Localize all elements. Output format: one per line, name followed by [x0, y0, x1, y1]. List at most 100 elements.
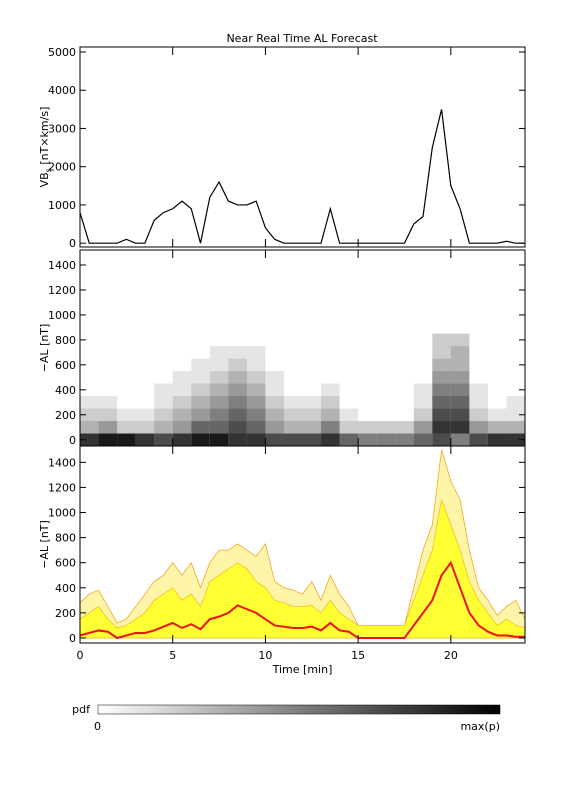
pdf-cell — [228, 371, 247, 384]
pdf-cell — [191, 396, 210, 409]
pdf-cell — [228, 433, 247, 446]
pdf-cell — [209, 433, 229, 446]
pdf-cell — [469, 334, 488, 346]
pdf-cell — [284, 371, 303, 383]
pdf-cell — [246, 358, 266, 372]
pdf-cell — [450, 421, 470, 434]
x-tick-label: 10 — [258, 649, 272, 662]
pdf-cell — [450, 396, 470, 409]
pdf-cell — [321, 408, 340, 422]
pdf-cell — [228, 358, 247, 372]
pdf-cell — [469, 371, 488, 383]
pdf-cell — [173, 359, 192, 371]
pdf-cell — [246, 346, 266, 359]
pdf-cell — [395, 396, 414, 408]
pdf-cell — [246, 383, 266, 397]
pdf-cell — [413, 433, 433, 446]
pdf-cell — [376, 421, 396, 434]
pdf-cell — [117, 359, 136, 371]
pdf-cell — [80, 433, 99, 446]
colorbar-max: max(p) — [460, 720, 500, 733]
pdf-cell — [377, 359, 396, 371]
pdf-cell — [432, 421, 451, 434]
pdf-cell — [488, 396, 507, 408]
pdf-cell — [321, 371, 340, 383]
pdf-cell — [154, 334, 173, 346]
pdf-cell — [284, 384, 303, 396]
pdf-cell — [283, 433, 303, 446]
pdf-cell — [265, 346, 284, 358]
pdf-cell — [265, 408, 284, 422]
y-tick-label: 800 — [55, 334, 76, 347]
y-tick-label: 200 — [55, 409, 76, 422]
y-tick-label: 1000 — [48, 309, 76, 322]
pdf-cell — [358, 384, 377, 396]
pdf-cell — [246, 433, 266, 446]
pdf-cell — [395, 421, 414, 434]
pdf-cell — [117, 346, 136, 358]
pdf-cell — [413, 383, 433, 397]
pdf-cell — [506, 346, 525, 358]
pdf-cell — [432, 408, 451, 422]
x-tick-label: 5 — [169, 649, 176, 662]
pdf-cell — [302, 408, 322, 422]
pdf-cell — [154, 408, 173, 422]
pdf-cell — [191, 383, 210, 397]
pdf-cell — [395, 371, 414, 383]
pdf-cell — [246, 396, 266, 409]
y-tick-label: 4000 — [48, 84, 76, 97]
pdf-cell — [99, 371, 118, 383]
pdf-cell — [450, 358, 470, 372]
pdf-cell — [154, 346, 173, 358]
pdf-cell — [191, 408, 210, 422]
pdf-cell — [117, 334, 136, 346]
pdf-cell — [302, 396, 322, 409]
y-tick-label: 1200 — [48, 481, 76, 494]
pdf-cell — [209, 421, 229, 434]
x-tick-label: 0 — [77, 649, 84, 662]
y-axis-label-main: VB — [38, 172, 51, 187]
pdf-cell — [284, 359, 303, 371]
y-tick-label: 400 — [55, 384, 76, 397]
pdf-cell — [283, 396, 303, 409]
pdf-cell — [488, 371, 507, 383]
pdf-cell — [228, 346, 247, 359]
pdf-cell — [209, 371, 229, 384]
pdf-cell — [246, 421, 266, 434]
x-tick-label: 15 — [351, 649, 365, 662]
pdf-cell — [98, 408, 118, 422]
plot-area — [80, 109, 525, 244]
pdf-cell — [99, 359, 118, 371]
pdf-cell — [209, 408, 229, 422]
pdf-cell — [414, 371, 433, 383]
y-tick-label: 3000 — [48, 122, 76, 135]
x-tick-label: 20 — [444, 649, 458, 662]
pdf-cell — [488, 334, 507, 346]
y-tick-label: 0 — [69, 434, 76, 447]
pdf-cell — [228, 421, 247, 434]
pdf-cell — [487, 408, 507, 422]
pdf-cell — [358, 421, 377, 434]
pdf-cell — [340, 346, 359, 358]
pdf-cell — [450, 371, 470, 384]
pdf-cell — [376, 433, 396, 446]
pdf-cell — [191, 433, 210, 446]
pdf-cell — [98, 433, 118, 446]
colorbar-title: pdf — [72, 703, 91, 716]
pdf-cell — [450, 346, 470, 359]
pdf-cell — [117, 433, 136, 446]
pdf-cell — [191, 371, 210, 384]
pdf-cell — [247, 334, 266, 346]
pdf-cell — [488, 346, 507, 358]
pdf-cell — [265, 371, 284, 384]
pdf-cell — [377, 371, 396, 383]
plot-area — [80, 449, 525, 640]
pdf-cell — [450, 383, 470, 397]
pdf-cell — [340, 396, 359, 408]
pdf-cell — [377, 346, 396, 358]
pdf-cell — [98, 396, 118, 409]
pdf-cell — [414, 346, 433, 358]
pdf-cell — [395, 334, 414, 346]
pdf-cell — [358, 334, 377, 346]
pdf-cell — [98, 421, 118, 434]
